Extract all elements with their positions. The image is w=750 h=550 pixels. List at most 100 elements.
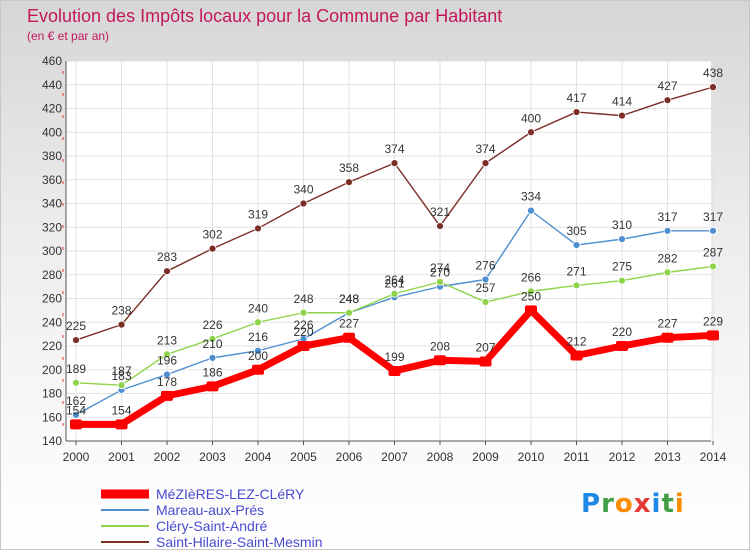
data-point [72,336,80,344]
data-point [70,419,82,430]
data-label: 374 [384,142,404,156]
data-label: 229 [703,314,723,328]
data-label: 321 [430,205,450,219]
data-label: 317 [657,210,677,224]
data-label: 225 [66,319,86,333]
axis-layer: 140 160 180 200 220 240 260 280 300 320 340 360 380 4… [42,54,727,464]
data-label: 276 [475,259,495,273]
data-point [616,341,628,351]
data-label: 227 [657,317,677,331]
data-point [72,410,80,419]
x-tick-label: 2004 [245,450,272,464]
grid-layer [66,60,714,442]
data-point [709,262,717,271]
legend-swatch [101,489,149,499]
data-point [208,353,217,362]
data-label: 274 [430,261,450,275]
data-label: 271 [566,264,586,278]
data-label: 227 [339,317,359,331]
legend-label: Mareau-aux-Prés [156,502,265,518]
data-point [208,334,217,343]
legend-item-mareau[interactable]: Mareau-aux-Prés [101,502,401,518]
x-tick-label: 2013 [654,450,681,464]
data-label: 208 [430,339,450,353]
data-point [345,308,353,317]
x-tick-label: 2003 [199,450,226,464]
data-label: 264 [384,273,404,287]
chart-title: Evolution des Impôts locaux pour la Comm… [27,6,503,26]
data-label: 213 [157,333,177,347]
data-point [663,268,672,277]
data-point [436,277,444,286]
data-point [572,108,581,116]
data-point [299,308,308,317]
data-point [479,356,492,367]
data-point [299,199,308,208]
data-point [115,419,128,430]
legend-label: Cléry-Saint-André [156,518,268,534]
data-label: 178 [157,375,177,389]
y-tick-label: 140 [42,434,62,448]
x-tick-label: 2008 [427,450,454,464]
y-tick-label: 340 [42,197,62,211]
data-label: 220 [293,325,313,339]
data-label: 266 [521,270,541,284]
logo-letter: i [651,489,662,519]
x-tick-label: 2000 [63,450,90,464]
y-tick-label: 280 [42,268,62,282]
data-point [208,244,217,253]
data-point [163,350,171,359]
y-tick-label: 360 [42,173,62,187]
data-point [161,390,173,401]
data-label: 270 [430,266,450,280]
chart-subtitle: (en € et par an) [27,29,110,43]
data-label: 302 [202,228,222,242]
data-point [525,305,537,316]
y-tick-label: 440 [42,78,62,92]
data-label: 427 [657,79,677,93]
data-point [297,341,310,351]
data-label: 414 [612,95,632,109]
data-label: 282 [657,251,677,265]
data-point [618,235,626,244]
data-label: 283 [157,250,177,264]
x-tick-label: 2012 [609,450,636,464]
data-label: 438 [703,66,723,80]
y-tick-label: 460 [42,54,62,68]
legend-item-clery[interactable]: Cléry-Saint-André [101,518,401,534]
data-label: 238 [111,304,131,318]
data-label: 248 [339,292,359,306]
y-tick-label: 240 [42,315,62,329]
data-label: 199 [384,350,404,364]
data-point [481,275,490,284]
data-label: 358 [339,161,359,175]
data-point [163,370,171,379]
data-point [388,365,401,376]
data-label: 154 [111,403,131,417]
data-point [618,111,626,120]
x-tick-label: 2010 [518,450,545,464]
y-tick-label: 300 [42,244,62,258]
data-label: 287 [703,245,723,259]
legend-item-saint-hilaire[interactable]: Saint-Hilaire-Saint-Mesmin [101,534,401,550]
x-tick-label: 2006 [336,450,363,464]
proxiti-logo: Proxiti [581,489,685,519]
data-point [436,222,444,230]
legend-item-mezieres[interactable]: MéZIèRES-LEZ-CLéRY [101,486,401,502]
data-point [707,330,719,341]
data-label: 207 [475,340,495,354]
data-label: 305 [566,224,586,238]
data-label: 212 [566,335,586,349]
legend-swatch [101,525,149,527]
y-tick-label: 420 [42,102,62,116]
data-point [390,289,399,298]
x-tick-label: 2009 [472,450,499,464]
data-point [206,381,219,392]
data-label: 317 [703,210,723,224]
data-point [709,83,717,92]
data-label: 226 [293,318,313,332]
data-label: 310 [612,218,632,232]
data-point [481,298,490,306]
y-tick-label: 320 [42,220,62,234]
x-tick-label: 2014 [700,450,727,464]
